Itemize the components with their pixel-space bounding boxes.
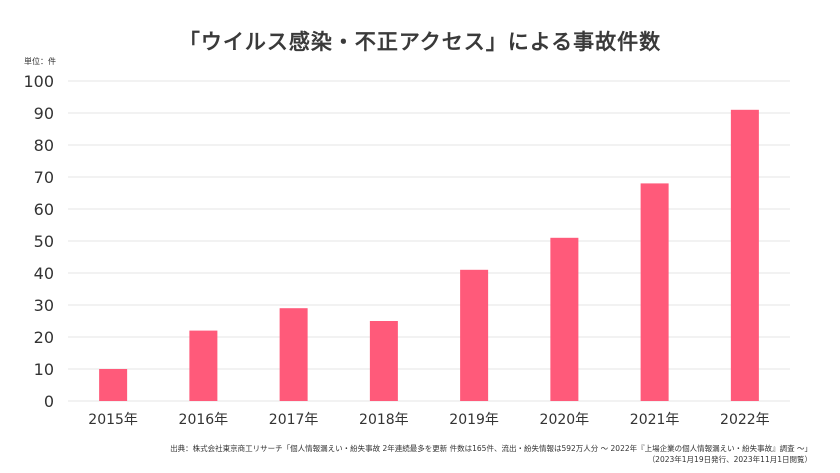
bar <box>550 237 579 401</box>
bar <box>189 330 218 401</box>
bars <box>99 109 759 402</box>
x-tick-label: 2017年 <box>269 412 319 428</box>
bar <box>460 269 489 401</box>
grid-lines <box>68 80 790 402</box>
chart-title: 「ウイルス感染・不正アクセス」による事故件数 <box>178 30 662 54</box>
y-tick-label: 0 <box>44 392 54 411</box>
y-tick-label: 80 <box>34 136 54 155</box>
x-tick-label: 2021年 <box>630 412 680 428</box>
y-axis-ticks: 0 10 20 30 40 50 60 70 80 90 100 <box>23 72 54 411</box>
bar <box>99 369 128 401</box>
x-tick-label: 2019年 <box>449 412 499 428</box>
y-tick-label: 10 <box>34 360 54 379</box>
source-note: 出典：株式会社東京商工リサーチ「個人情報漏えい・紛失事故 2年連続最多を更新 件… <box>170 443 812 465</box>
bar <box>279 308 308 401</box>
bar <box>730 109 759 402</box>
y-tick-label: 30 <box>34 296 54 315</box>
x-tick-label: 2016年 <box>179 412 229 428</box>
x-tick-label: 2020年 <box>540 412 590 428</box>
x-tick-label: 2018年 <box>359 412 409 428</box>
unit-label: 単位：件 <box>24 57 56 66</box>
y-tick-label: 40 <box>34 264 54 283</box>
source-line-2: （2023年1月19日発行、2023年11月1日閲覧） <box>647 455 812 464</box>
y-tick-label: 100 <box>23 72 54 91</box>
y-tick-label: 70 <box>34 168 54 187</box>
source-line-1: 出典：株式会社東京商工リサーチ「個人情報漏えい・紛失事故 2年連続最多を更新 件… <box>170 444 812 453</box>
y-tick-label: 60 <box>34 200 54 219</box>
y-tick-label: 90 <box>34 104 54 123</box>
bar <box>640 183 669 401</box>
x-axis-ticks: 2015年 2016年 2017年 2018年 2019年 2020年 2021年 2022年 <box>88 412 769 428</box>
y-tick-label: 20 <box>34 328 54 347</box>
bar <box>369 321 398 401</box>
x-tick-label: 2015年 <box>88 412 138 428</box>
x-tick-label: 2022年 <box>720 412 770 428</box>
y-tick-label: 50 <box>34 232 54 251</box>
